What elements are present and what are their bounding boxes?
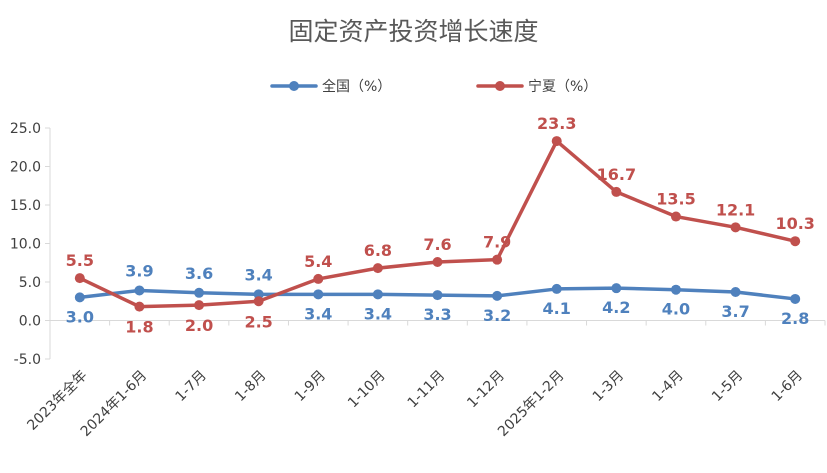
y-tick-label: 0.0 [19, 314, 41, 330]
data-label-ningxia: 7.6 [423, 235, 451, 254]
data-point-national [194, 287, 205, 298]
data-point-national [790, 293, 801, 304]
data-label-ningxia: 10.3 [775, 214, 814, 233]
data-point-ningxia [313, 273, 324, 284]
data-label-national: 4.0 [662, 300, 690, 319]
x-tick-label: 1-3月 [590, 368, 627, 405]
data-label-national: 3.4 [244, 265, 272, 284]
data-label-ningxia: 16.7 [597, 165, 636, 184]
data-label-national: 4.2 [602, 298, 630, 317]
x-tick-label: 1-4月 [649, 368, 686, 405]
data-label-ningxia: 23.3 [537, 114, 576, 133]
data-point-ningxia [611, 186, 622, 197]
y-tick-label: 20.0 [10, 160, 41, 176]
data-point-national [670, 284, 681, 295]
data-label-national: 3.2 [483, 306, 511, 325]
data-label-national: 2.8 [781, 309, 809, 328]
data-label-national: 3.4 [364, 304, 392, 323]
data-point-ningxia [74, 273, 85, 284]
data-label-national: 3.9 [125, 261, 153, 280]
data-label-ningxia: 6.8 [364, 241, 392, 260]
data-point-ningxia [372, 263, 383, 274]
data-label-ningxia: 1.8 [125, 318, 153, 337]
data-label-ningxia: 13.5 [656, 190, 695, 209]
chart-title: 固定资产投资增长速度 [288, 17, 539, 46]
data-point-ningxia [551, 136, 562, 147]
data-label-national: 3.6 [185, 264, 213, 283]
y-tick-label: 25.0 [10, 121, 41, 137]
data-label-ningxia: 5.5 [66, 251, 94, 270]
data-point-ningxia [670, 211, 681, 222]
data-point-ningxia [134, 301, 145, 312]
legend-label: 全国（%） [322, 78, 391, 95]
data-label-national: 4.1 [543, 299, 571, 318]
data-label-national: 3.4 [304, 304, 332, 323]
x-tick-label: 1-12月 [464, 368, 508, 412]
data-point-ningxia [194, 300, 205, 311]
data-point-ningxia [730, 222, 741, 233]
data-label-national: 3.0 [66, 307, 94, 326]
y-tick-label: 5.0 [19, 275, 41, 291]
data-point-national [253, 289, 264, 300]
data-label-ningxia: 2.5 [244, 312, 272, 331]
data-point-national [74, 292, 85, 303]
data-point-ningxia [492, 254, 503, 265]
data-point-national [134, 285, 145, 296]
data-point-ningxia [253, 296, 264, 307]
legend-marker [495, 81, 505, 91]
data-label-ningxia: 2.0 [185, 316, 213, 335]
data-label-ningxia: 5.4 [304, 252, 332, 271]
data-label-ningxia: 7.9 [483, 233, 511, 252]
data-point-national [730, 287, 741, 298]
data-label-ningxia: 12.1 [716, 200, 755, 219]
data-point-national [313, 289, 324, 300]
data-label-national: 3.7 [721, 302, 749, 321]
data-point-ningxia [432, 256, 443, 267]
data-point-national [372, 289, 383, 300]
y-tick-label: 10.0 [10, 237, 41, 253]
data-point-ningxia [790, 236, 801, 247]
data-point-national [611, 283, 622, 294]
x-tick-label: 1-10月 [345, 368, 389, 412]
y-tick-label: -5.0 [14, 352, 41, 368]
legend-marker [289, 81, 299, 91]
x-tick-label: 1-6月 [769, 368, 806, 405]
data-point-national [492, 290, 503, 301]
x-tick-label: 2023年全年 [24, 367, 91, 434]
y-tick-label: 15.0 [10, 198, 41, 214]
x-tick-label: 1-8月 [232, 368, 269, 405]
x-tick-label: 1-7月 [172, 368, 209, 405]
data-point-national [432, 290, 443, 301]
x-tick-label: 1-9月 [292, 368, 329, 405]
legend-label: 宁夏（%） [528, 78, 597, 95]
data-label-national: 3.3 [423, 305, 451, 324]
x-tick-label: 1-5月 [709, 368, 746, 405]
data-point-national [551, 283, 562, 294]
x-tick-label: 1-11月 [405, 368, 449, 412]
